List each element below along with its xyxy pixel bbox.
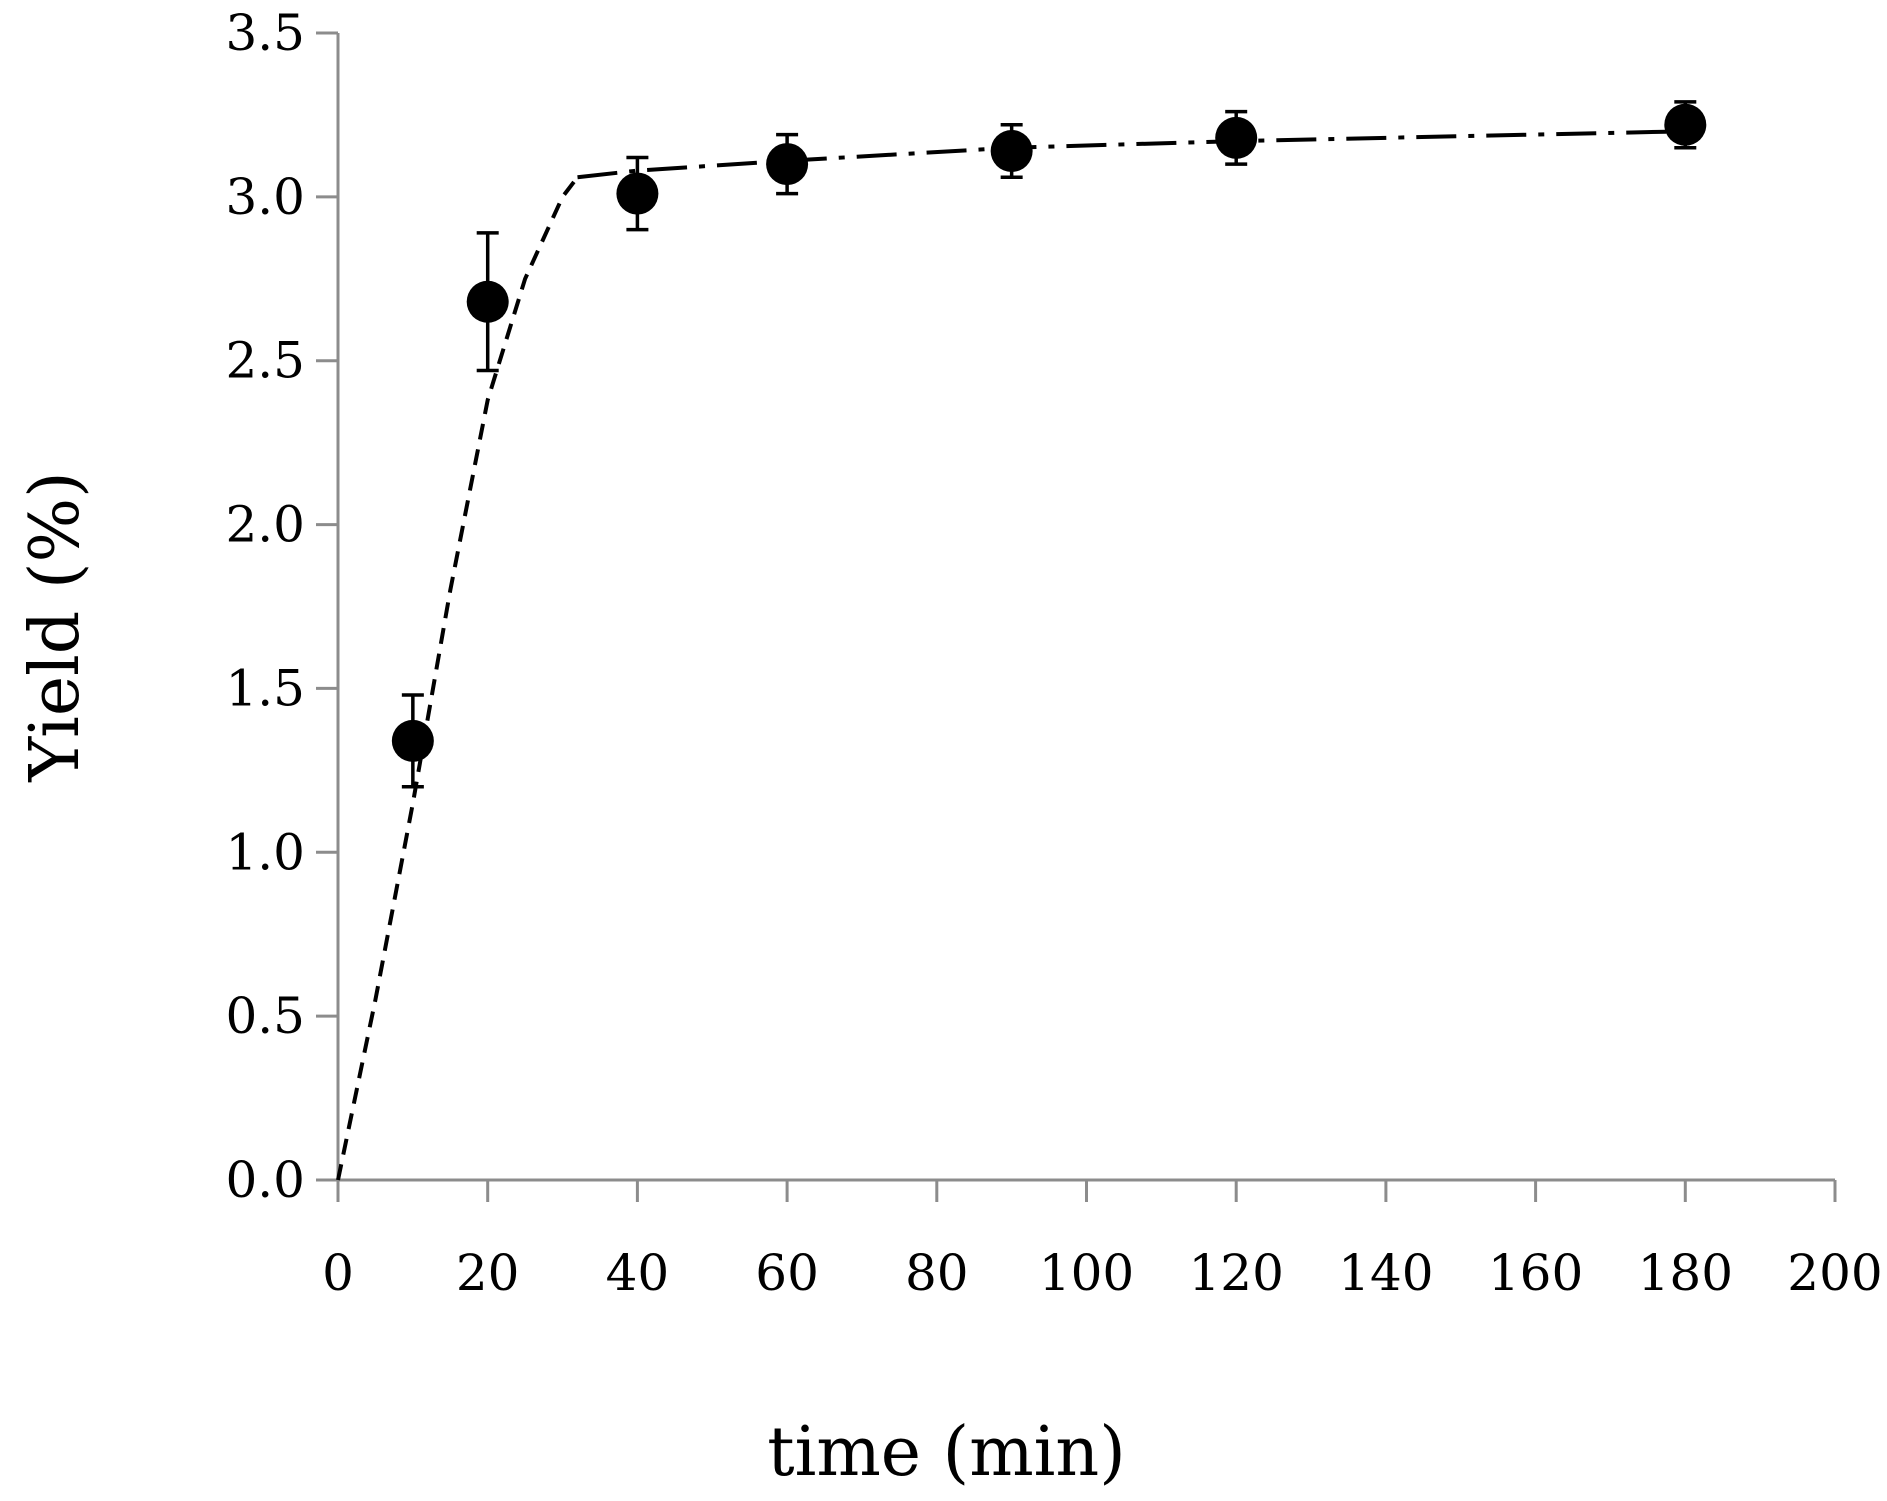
data-points [391, 103, 1707, 762]
y-tick-label: 1.0 [225, 823, 305, 881]
x-axis-ticks: 0 20 40 60 80 100 120 140 160 180 200 [322, 1180, 1883, 1302]
y-axis-title: Yield (%) [16, 471, 95, 782]
data-point [1215, 116, 1258, 159]
x-tick-label: 0 [322, 1244, 354, 1302]
y-tick-label: 3.5 [225, 4, 305, 62]
x-tick-label: 200 [1787, 1244, 1882, 1302]
data-point [466, 280, 509, 323]
y-tick-label: 0.5 [225, 987, 305, 1045]
x-tick-label: 20 [456, 1244, 520, 1302]
x-tick-label: 40 [606, 1244, 670, 1302]
x-tick-label: 160 [1488, 1244, 1583, 1302]
x-tick-label: 60 [755, 1244, 819, 1302]
data-point [990, 129, 1033, 172]
y-tick-label: 3.0 [225, 168, 305, 226]
fit-lines [336, 129, 1686, 1181]
data-point [766, 143, 809, 186]
fit-line-dash-dot [577, 129, 1686, 180]
x-tick-label: 180 [1638, 1244, 1733, 1302]
y-tick-label: 2.0 [225, 496, 305, 554]
y-tick-label: 1.5 [225, 659, 305, 717]
fit-line-dashed [336, 175, 580, 1181]
y-tick-label: 2.5 [225, 332, 305, 390]
data-point [616, 172, 659, 215]
x-axis-title: time (min) [767, 1413, 1126, 1492]
axes [336, 33, 1835, 1182]
y-tick-label: 0.0 [225, 1151, 305, 1209]
data-point [1664, 103, 1707, 146]
x-tick-label: 80 [905, 1244, 969, 1302]
x-tick-label: 140 [1338, 1244, 1433, 1302]
x-tick-label: 100 [1039, 1244, 1134, 1302]
x-tick-label: 120 [1188, 1244, 1283, 1302]
error-bars [401, 100, 1697, 789]
y-axis-ticks: 0.0 0.5 1.0 1.5 2.0 2.5 3.0 3.5 [225, 4, 338, 1209]
data-point [391, 719, 434, 762]
